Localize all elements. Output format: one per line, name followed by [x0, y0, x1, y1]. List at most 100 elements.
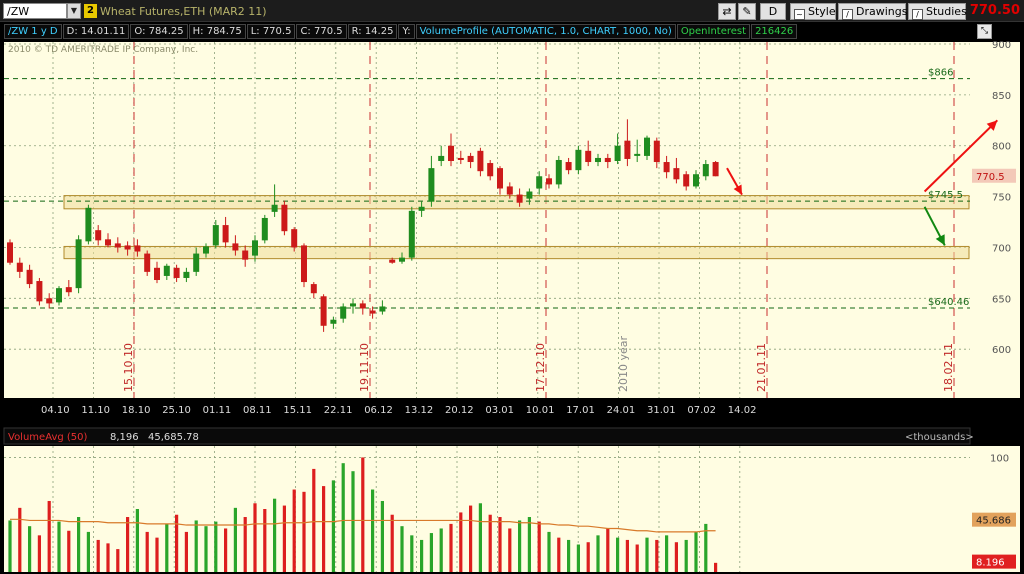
- volume-bar: [390, 514, 394, 572]
- open-interest-label[interactable]: OpenInterest: [676, 24, 751, 39]
- candle: [546, 174, 552, 189]
- drawing-mode-button[interactable]: D: [760, 3, 786, 20]
- candle: [526, 188, 533, 205]
- volume-average-line: [10, 518, 716, 533]
- candle-body: [614, 145, 621, 162]
- candle: [154, 261, 160, 284]
- candle: [134, 239, 141, 257]
- candle-body: [242, 250, 249, 260]
- volume-current-marker-label: 8.196: [976, 558, 1005, 569]
- volume-profile-study[interactable]: VolumeProfile (AUTOMATIC, 1.0, CHART, 10…: [415, 24, 676, 39]
- candle: [604, 153, 611, 169]
- candle-body: [418, 206, 425, 211]
- candle: [85, 204, 92, 245]
- volume-bar: [263, 509, 267, 572]
- volume-bar: [351, 471, 355, 572]
- arrow-head: [986, 120, 998, 131]
- price-tick-label: 800: [992, 142, 1011, 153]
- share-icon: ⇄: [722, 5, 732, 18]
- date-tick-label: 03.01: [485, 405, 514, 416]
- candle-body: [487, 163, 494, 177]
- chart-period[interactable]: /ZW 1 y D: [4, 24, 62, 39]
- candle-body: [653, 140, 660, 163]
- candle: [369, 306, 376, 319]
- candle-body: [624, 140, 631, 159]
- candle: [183, 267, 190, 283]
- tools-button[interactable]: ✎: [738, 3, 756, 20]
- volume-bar: [518, 520, 522, 572]
- price-tick-label: 900: [992, 40, 1011, 51]
- scale-icon[interactable]: ⤡: [977, 24, 992, 39]
- symbol-input[interactable]: /ZW: [3, 3, 67, 19]
- pencil-icon: /: [842, 9, 853, 20]
- volume-current-marker: [972, 554, 1016, 569]
- candle-body: [634, 153, 641, 156]
- candle-body: [134, 245, 141, 252]
- candle-body: [604, 157, 611, 163]
- candle-body: [438, 155, 445, 162]
- volume-bar: [547, 531, 551, 572]
- arrow-head: [733, 184, 742, 195]
- toolbar: /ZW ▼ 2 Wheat Futures,ETH (MAR2 11) ⇄ ✎ …: [0, 0, 1024, 22]
- candle-body: [163, 265, 170, 276]
- volume-bar: [684, 539, 688, 572]
- candle-body: [193, 253, 200, 272]
- volume-tick-label: 100: [990, 453, 1009, 464]
- volume-bar: [655, 539, 659, 572]
- candle: [252, 235, 258, 262]
- candle: [438, 145, 445, 167]
- volume-bar: [116, 549, 120, 572]
- price-tick-label: 700: [992, 243, 1011, 254]
- link-badge[interactable]: 2: [84, 4, 97, 18]
- candle: [399, 252, 405, 264]
- candle: [614, 133, 621, 165]
- candle-body: [36, 281, 43, 302]
- volume-bar: [224, 528, 228, 572]
- drawings-button[interactable]: / Drawings: [838, 3, 907, 20]
- candle-body: [546, 178, 552, 185]
- candle: [95, 225, 102, 246]
- candle: [46, 293, 53, 309]
- volume-bar: [371, 489, 375, 572]
- volume-bar: [341, 463, 345, 572]
- candle-body: [595, 157, 601, 163]
- candle-body: [693, 174, 699, 187]
- last-price-marker: [972, 168, 1016, 183]
- candle-body: [222, 225, 229, 243]
- candle-body: [203, 246, 209, 254]
- candle-body: [212, 225, 219, 246]
- candle-body: [7, 242, 13, 263]
- candle-body: [114, 243, 121, 248]
- volume-bar: [567, 539, 571, 572]
- header-date: D: 14.01.11: [62, 24, 130, 39]
- symbol-dropdown-button[interactable]: ▼: [67, 3, 81, 19]
- candle: [291, 227, 298, 252]
- header-low: L: 770.5: [246, 24, 296, 39]
- style-button-label: Style: [808, 5, 836, 18]
- volume-bar: [96, 539, 100, 572]
- volume-bar: [645, 537, 649, 572]
- volume-bar: [429, 533, 433, 572]
- volume-bar: [155, 537, 159, 572]
- volume-units-label: <thousands>: [905, 432, 974, 443]
- studies-button[interactable]: / Studies: [908, 3, 967, 20]
- volume-bar: [312, 468, 316, 572]
- candle-body: [16, 262, 23, 272]
- candle: [702, 159, 709, 181]
- volume-bar: [331, 480, 335, 572]
- candle-body: [477, 150, 484, 172]
- candle: [65, 280, 72, 297]
- volume-bar: [488, 514, 492, 572]
- candle-body: [497, 168, 503, 189]
- volume-bar: [165, 523, 169, 572]
- candle-body: [379, 306, 386, 312]
- volume-study-title: VolumeAvg (50): [8, 432, 88, 443]
- header-high: H: 784.75: [188, 24, 246, 39]
- candle: [271, 184, 278, 217]
- date-tick-label: 15.11: [283, 405, 312, 416]
- style-button[interactable]: ~ Style: [790, 3, 836, 20]
- share-button[interactable]: ⇄: [718, 3, 736, 20]
- candle: [457, 150, 464, 165]
- candle-body: [183, 271, 190, 278]
